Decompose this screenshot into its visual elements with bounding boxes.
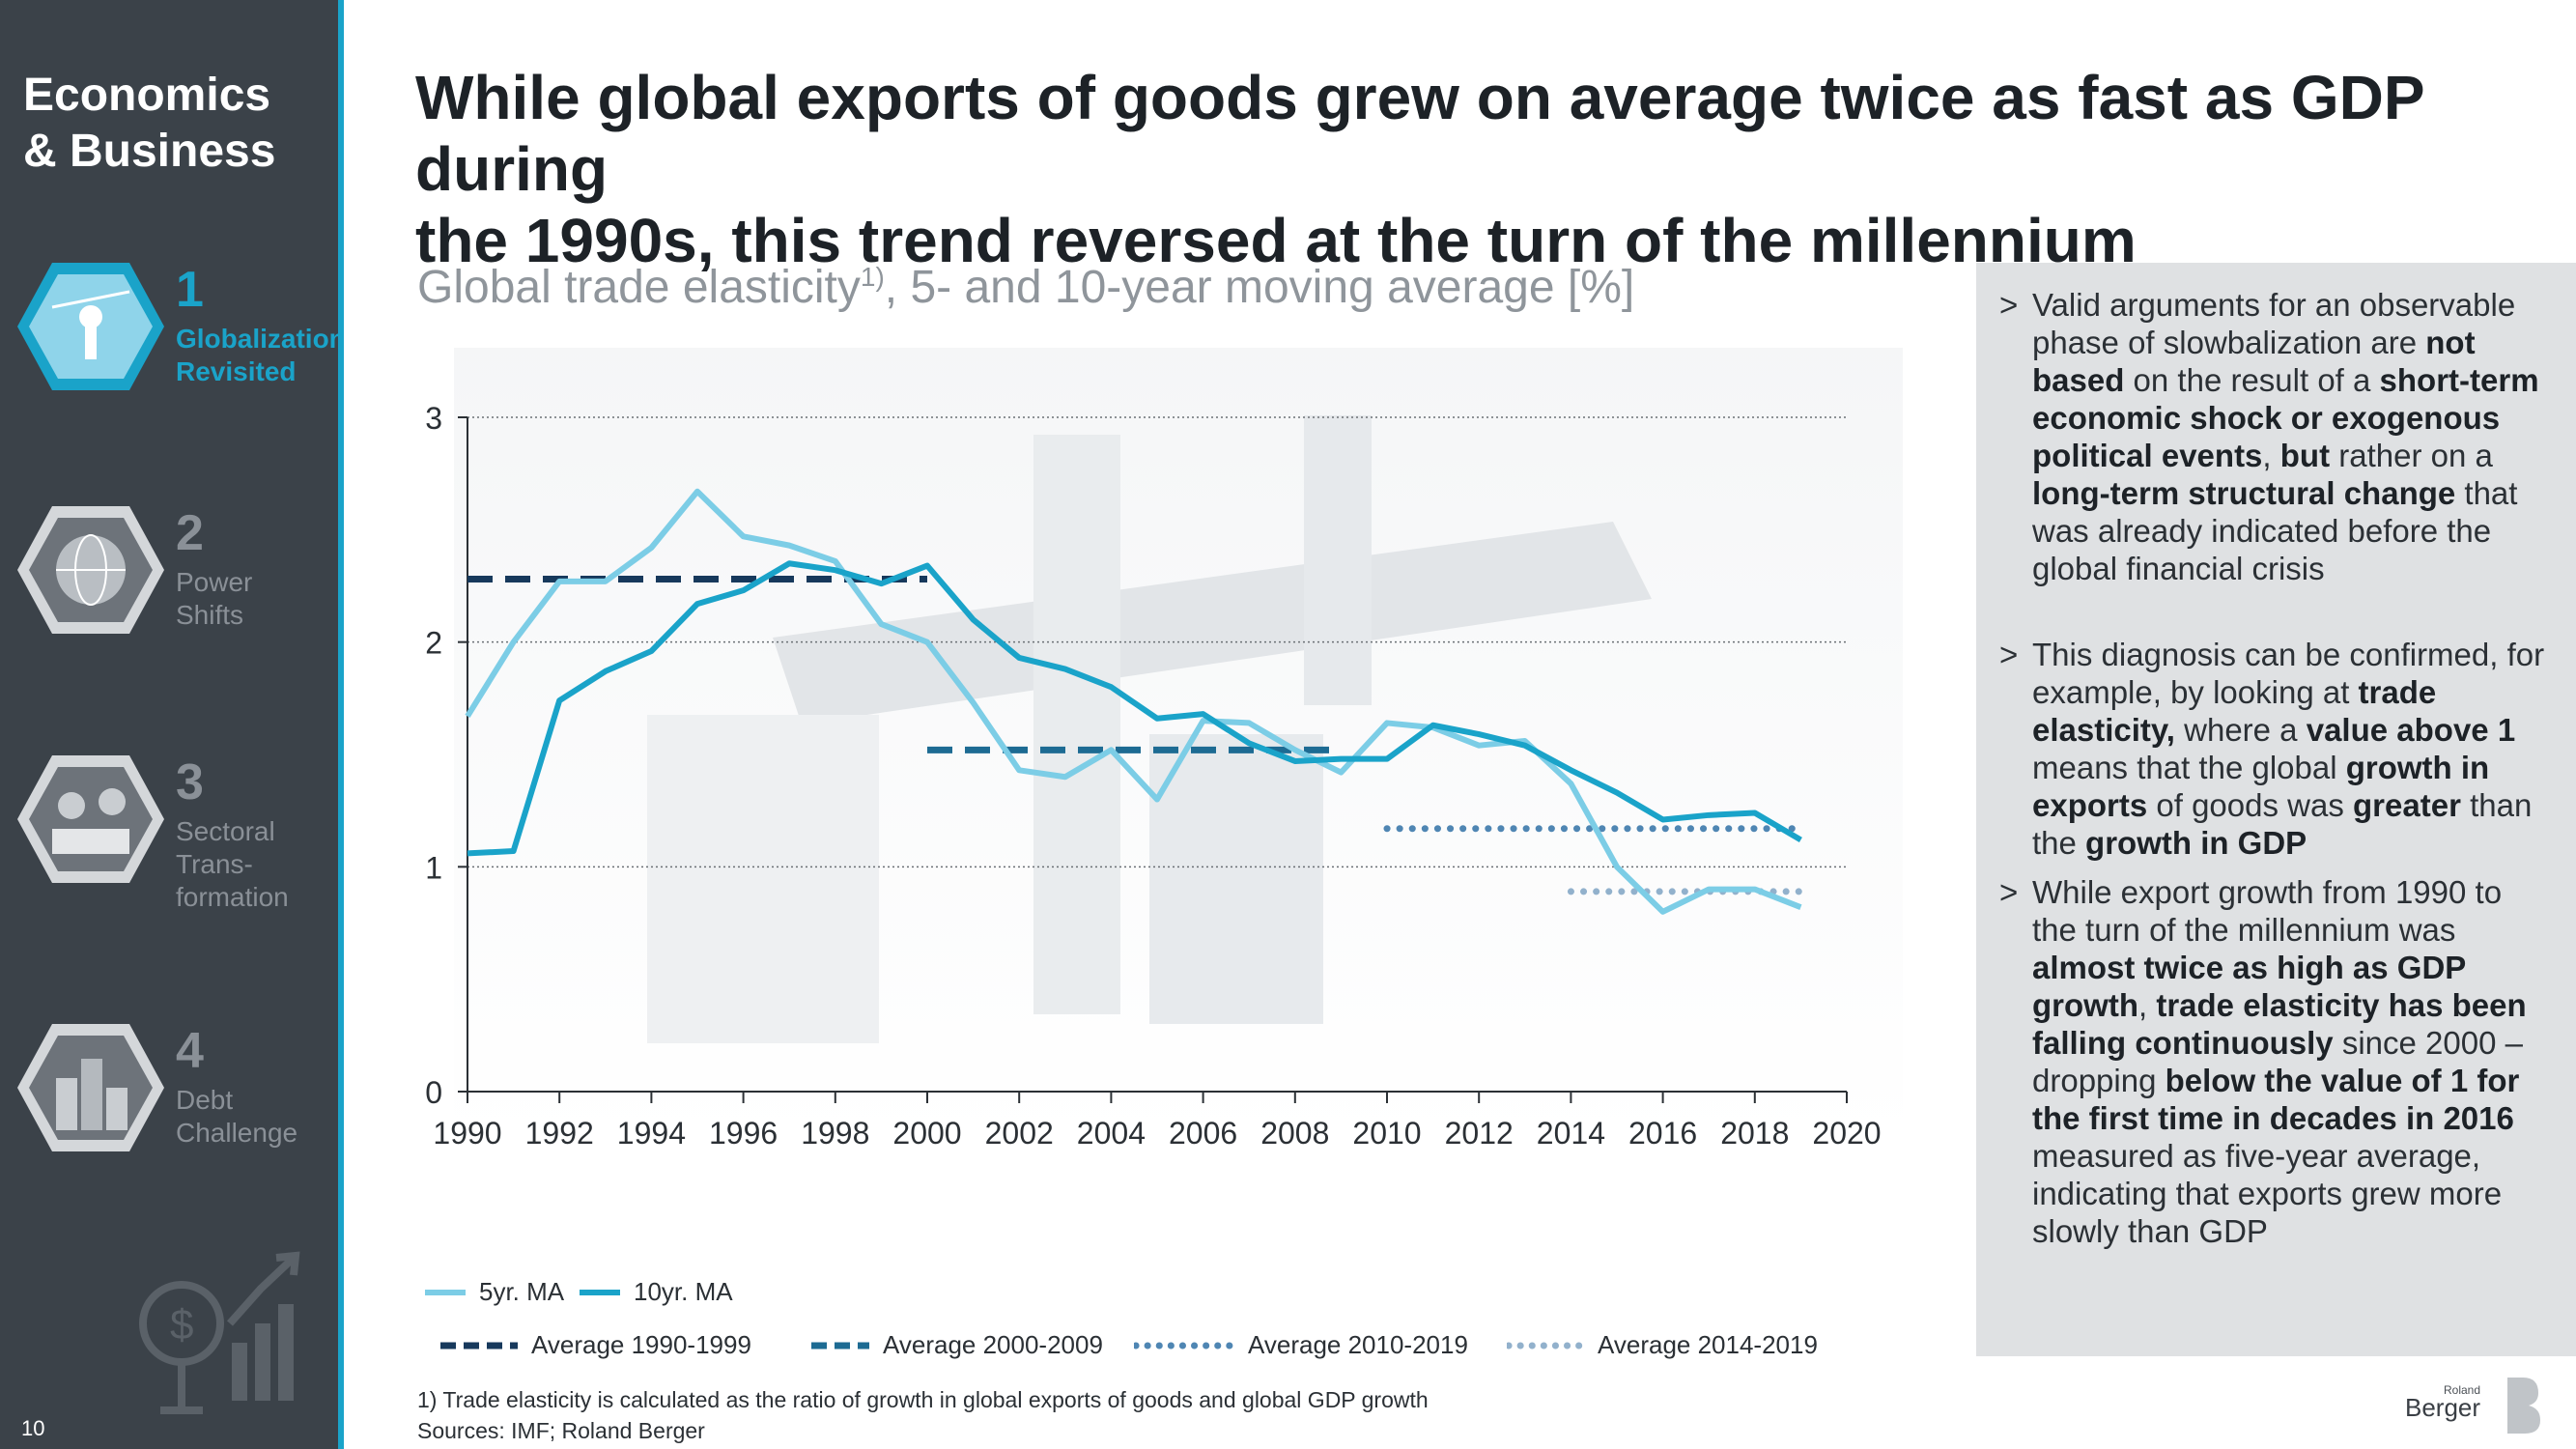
x-tick-label: 1994 — [617, 1116, 686, 1151]
y-tick-label: 1 — [425, 850, 442, 885]
legend-10yr-ma: 10yr. MA — [580, 1277, 733, 1307]
nav-item-power-shifts[interactable]: 2 Power Shifts — [14, 502, 332, 647]
legend-label: Average 2014-2019 — [1598, 1330, 1818, 1359]
globe-icon — [17, 506, 164, 634]
nav-label-line: Sectoral — [176, 816, 275, 846]
y-tick-label: 3 — [425, 401, 442, 436]
series-line-10yr-ma — [467, 560, 1802, 857]
x-tick-label: 1996 — [709, 1116, 778, 1151]
legend-label: 5yr. MA — [479, 1277, 565, 1306]
legend-label: 10yr. MA — [634, 1277, 733, 1306]
chart-series — [465, 488, 1804, 915]
sidebar-accent-bar — [338, 0, 344, 1449]
series-line-5yr-ma — [465, 488, 1802, 915]
nav-number: 4 — [176, 1023, 204, 1079]
x-tick-label: 2000 — [892, 1116, 961, 1151]
nav-label: Debt Challenge — [176, 1084, 297, 1150]
legend-avg-1990-1999: Average 1990-1999 — [440, 1330, 751, 1360]
x-tick-label: 2004 — [1077, 1116, 1146, 1151]
legend-swatch-5yr — [425, 1289, 466, 1295]
nav-label-line: Power — [176, 567, 253, 597]
x-tick-label: 1992 — [525, 1116, 594, 1151]
legend-swatch-avg2 — [811, 1342, 869, 1349]
subtitle-footnote-mark: 1) — [860, 262, 885, 292]
bullet-text: While export growth from 1990 to the tur… — [2032, 874, 2527, 1249]
bullet-marker: > — [1999, 287, 2019, 323]
y-tick-label: 0 — [425, 1075, 442, 1110]
subtitle-main: Global trade elasticity — [417, 262, 861, 313]
legend-avg-2010-2019: Average 2010-2019 — [1134, 1330, 1468, 1360]
legend-swatch-10yr — [580, 1289, 620, 1295]
bullet-marker: > — [1999, 637, 2019, 672]
x-tick-label: 2012 — [1445, 1116, 1514, 1151]
page-number: 10 — [21, 1416, 45, 1440]
nav-label: Globalization Revisited — [176, 323, 346, 388]
section-title: Economics & Business — [23, 68, 275, 180]
nav-label: Sectoral Trans- formation — [176, 815, 289, 914]
footnote: 1) Trade elasticity is calculated as the… — [417, 1387, 1429, 1412]
nav-item-globalization[interactable]: 1 Globalization Revisited — [14, 259, 346, 404]
title-line-2: the 1990s, this trend reversed at the tu… — [415, 206, 2137, 275]
nav-item-debt-challenge[interactable]: 4 Debt Challenge — [14, 1020, 332, 1165]
coins-icon — [17, 1024, 164, 1151]
nav-item-sectoral-transformation[interactable]: 3 Sectoral Trans- formation — [14, 752, 332, 912]
x-tick-label: 2016 — [1628, 1116, 1697, 1151]
y-tick-label: 2 — [425, 626, 442, 661]
nav-number: 2 — [176, 505, 204, 561]
x-tick-label: 2014 — [1537, 1116, 1605, 1151]
people-icon — [17, 755, 164, 883]
x-tick-label: 2006 — [1169, 1116, 1237, 1151]
nav-label-line: Revisited — [176, 356, 297, 386]
legend-swatch-avg3 — [1134, 1342, 1234, 1349]
logo-mark-icon — [2507, 1378, 2540, 1434]
title-line-1: While global exports of goods grew on av… — [415, 63, 2424, 204]
key-findings-panel: > Valid arguments for an observable phas… — [1976, 263, 2576, 1356]
legend-label: Average 2000-2009 — [883, 1330, 1103, 1359]
bullet-marker: > — [1999, 874, 2019, 910]
page-title: While global exports of goods grew on av… — [415, 62, 2540, 276]
legend-swatch-avg4 — [1507, 1342, 1584, 1349]
bullet-item: > While export growth from 1990 to the t… — [1999, 873, 2550, 1250]
subtitle-rest: , 5- and 10-year moving average [%] — [884, 262, 1635, 313]
legend-avg-2014-2019: Average 2014-2019 — [1507, 1330, 1818, 1360]
sidebar: Economics & Business 1 Globalization Rev… — [0, 0, 346, 1449]
logo-text-big: Berger — [2405, 1393, 2481, 1422]
brand-line-1: Economics — [23, 70, 271, 121]
nav-label-line: Shifts — [176, 600, 244, 630]
chart-axes: 0 1 2 3 1990 1992 1994 1996 1998 2000 2002 2004 2006… — [425, 401, 1881, 1151]
bullet-text: This diagnosis can be confirmed, for exa… — [2032, 637, 2545, 861]
nav-label: Power Shifts — [176, 566, 252, 632]
x-tick-label: 2010 — [1352, 1116, 1421, 1151]
x-tick-label: 1990 — [433, 1116, 501, 1151]
legend-swatch-avg1 — [440, 1342, 518, 1349]
x-tick-label: 2020 — [1812, 1116, 1881, 1151]
nav-label-line: Challenge — [176, 1118, 298, 1148]
legend-5yr-ma: 5yr. MA — [425, 1277, 564, 1307]
globalization-icon — [17, 263, 164, 390]
chart-subtitle: Global trade elasticity1), 5- and 10-yea… — [417, 261, 1634, 314]
nav-label-line: Globalization — [176, 324, 346, 354]
nav-number: 1 — [176, 262, 204, 318]
svg-text:$: $ — [170, 1301, 193, 1349]
logo-text-small: Roland — [2444, 1383, 2481, 1397]
nav-label-line: Debt — [176, 1085, 234, 1115]
bullet-item: > Valid arguments for an observable phas… — [1999, 286, 2550, 587]
legend-avg-2000-2009: Average 2000-2009 — [811, 1330, 1103, 1360]
nav-label-line: Trans- — [176, 849, 253, 879]
brand-line-2: & Business — [23, 126, 276, 177]
legend-label: Average 1990-1999 — [531, 1330, 751, 1359]
x-tick-label: 1998 — [801, 1116, 869, 1151]
nav-number: 3 — [176, 754, 204, 810]
x-tick-label: 2008 — [1260, 1116, 1329, 1151]
x-tick-label: 2002 — [985, 1116, 1054, 1151]
legend-label: Average 2010-2019 — [1248, 1330, 1468, 1359]
nav-label-line: formation — [176, 882, 289, 912]
bullet-item: > This diagnosis can be confirmed, for e… — [1999, 636, 2550, 862]
bullet-text: Valid arguments for an observable phase … — [2032, 287, 2539, 586]
sources: Sources: IMF; Roland Berger — [417, 1418, 705, 1443]
finance-growth-icon: $ — [139, 1251, 300, 1414]
x-tick-label: 2018 — [1720, 1116, 1789, 1151]
container-ship-background-image — [454, 348, 1903, 1140]
